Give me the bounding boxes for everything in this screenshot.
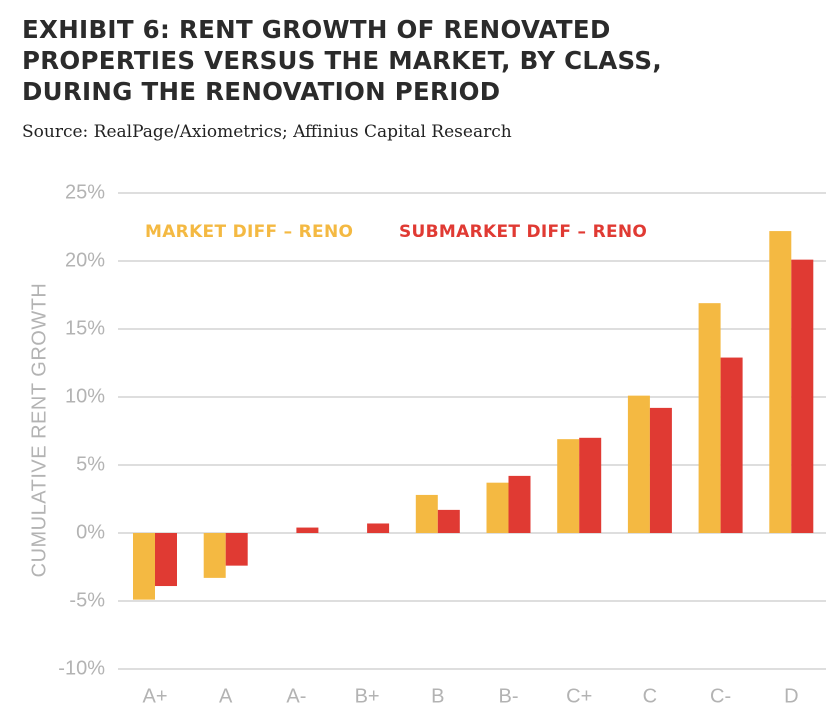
market-bar — [769, 231, 792, 533]
chart-title: EXHIBIT 6: RENT GROWTH OF RENOVATED PROP… — [22, 14, 822, 107]
legend: MARKET DIFF – RENO SUBMARKET DIFF – RENO — [145, 222, 647, 242]
x-tick-label: C+ — [566, 685, 592, 707]
x-tick-label: C- — [710, 685, 731, 707]
submarket-bar — [649, 407, 672, 533]
market-bar — [486, 482, 509, 533]
y-tick-label: -10% — [58, 657, 105, 679]
market-bar — [203, 533, 226, 578]
chart-title-line: EXHIBIT 6: RENT GROWTH OF RENOVATED — [22, 15, 611, 44]
x-tick-label: A — [219, 685, 233, 707]
y-tick-label: -5% — [69, 589, 105, 611]
x-tick-label: A+ — [142, 685, 167, 707]
submarket-bar — [508, 475, 531, 533]
axis-ticks: 25% 20% 15% 10% 5% 0% -5% -10% A+ A A- B+ B B- C+ C C- D — [58, 181, 798, 707]
legend-item: SUBMARKET DIFF – RENO — [399, 222, 647, 242]
x-tick-label: B- — [499, 685, 519, 707]
y-axis-label: CUMULATIVE RENT GROWTH — [28, 283, 50, 578]
x-tick-label: D — [784, 685, 798, 707]
submarket-bar — [579, 437, 602, 533]
y-tick-label: 20% — [65, 249, 105, 271]
x-tick-label: C — [643, 685, 657, 707]
x-tick-label: B+ — [355, 685, 380, 707]
y-tick-label: 25% — [65, 181, 105, 203]
x-tick-label: B — [431, 685, 444, 707]
submarket-bar — [367, 523, 390, 533]
y-tick-label: 5% — [76, 453, 105, 475]
y-tick-label: 0% — [76, 521, 105, 543]
market-bar — [627, 395, 650, 533]
submarket-bar — [720, 357, 743, 533]
chart-source: Source: RealPage/Axiometrics; Affinius C… — [22, 122, 512, 142]
market-bar — [133, 533, 155, 600]
y-tick-label: 10% — [65, 385, 105, 407]
submarket-bar — [225, 533, 248, 566]
chart-title-line: DURING THE RENOVATION PERIOD — [22, 77, 501, 106]
submarket-bar — [791, 259, 814, 533]
submarket-bar — [437, 509, 460, 533]
submarket-bar — [296, 527, 319, 533]
market-bar — [557, 439, 580, 533]
x-tick-label: A- — [286, 685, 306, 707]
market-bar — [415, 494, 438, 533]
bars — [133, 231, 814, 600]
legend-item: MARKET DIFF – RENO — [145, 222, 353, 242]
chart-title-line: PROPERTIES VERSUS THE MARKET, BY CLASS, — [22, 46, 662, 75]
submarket-bar — [155, 533, 177, 587]
market-bar — [698, 303, 721, 533]
y-tick-label: 15% — [65, 317, 105, 339]
